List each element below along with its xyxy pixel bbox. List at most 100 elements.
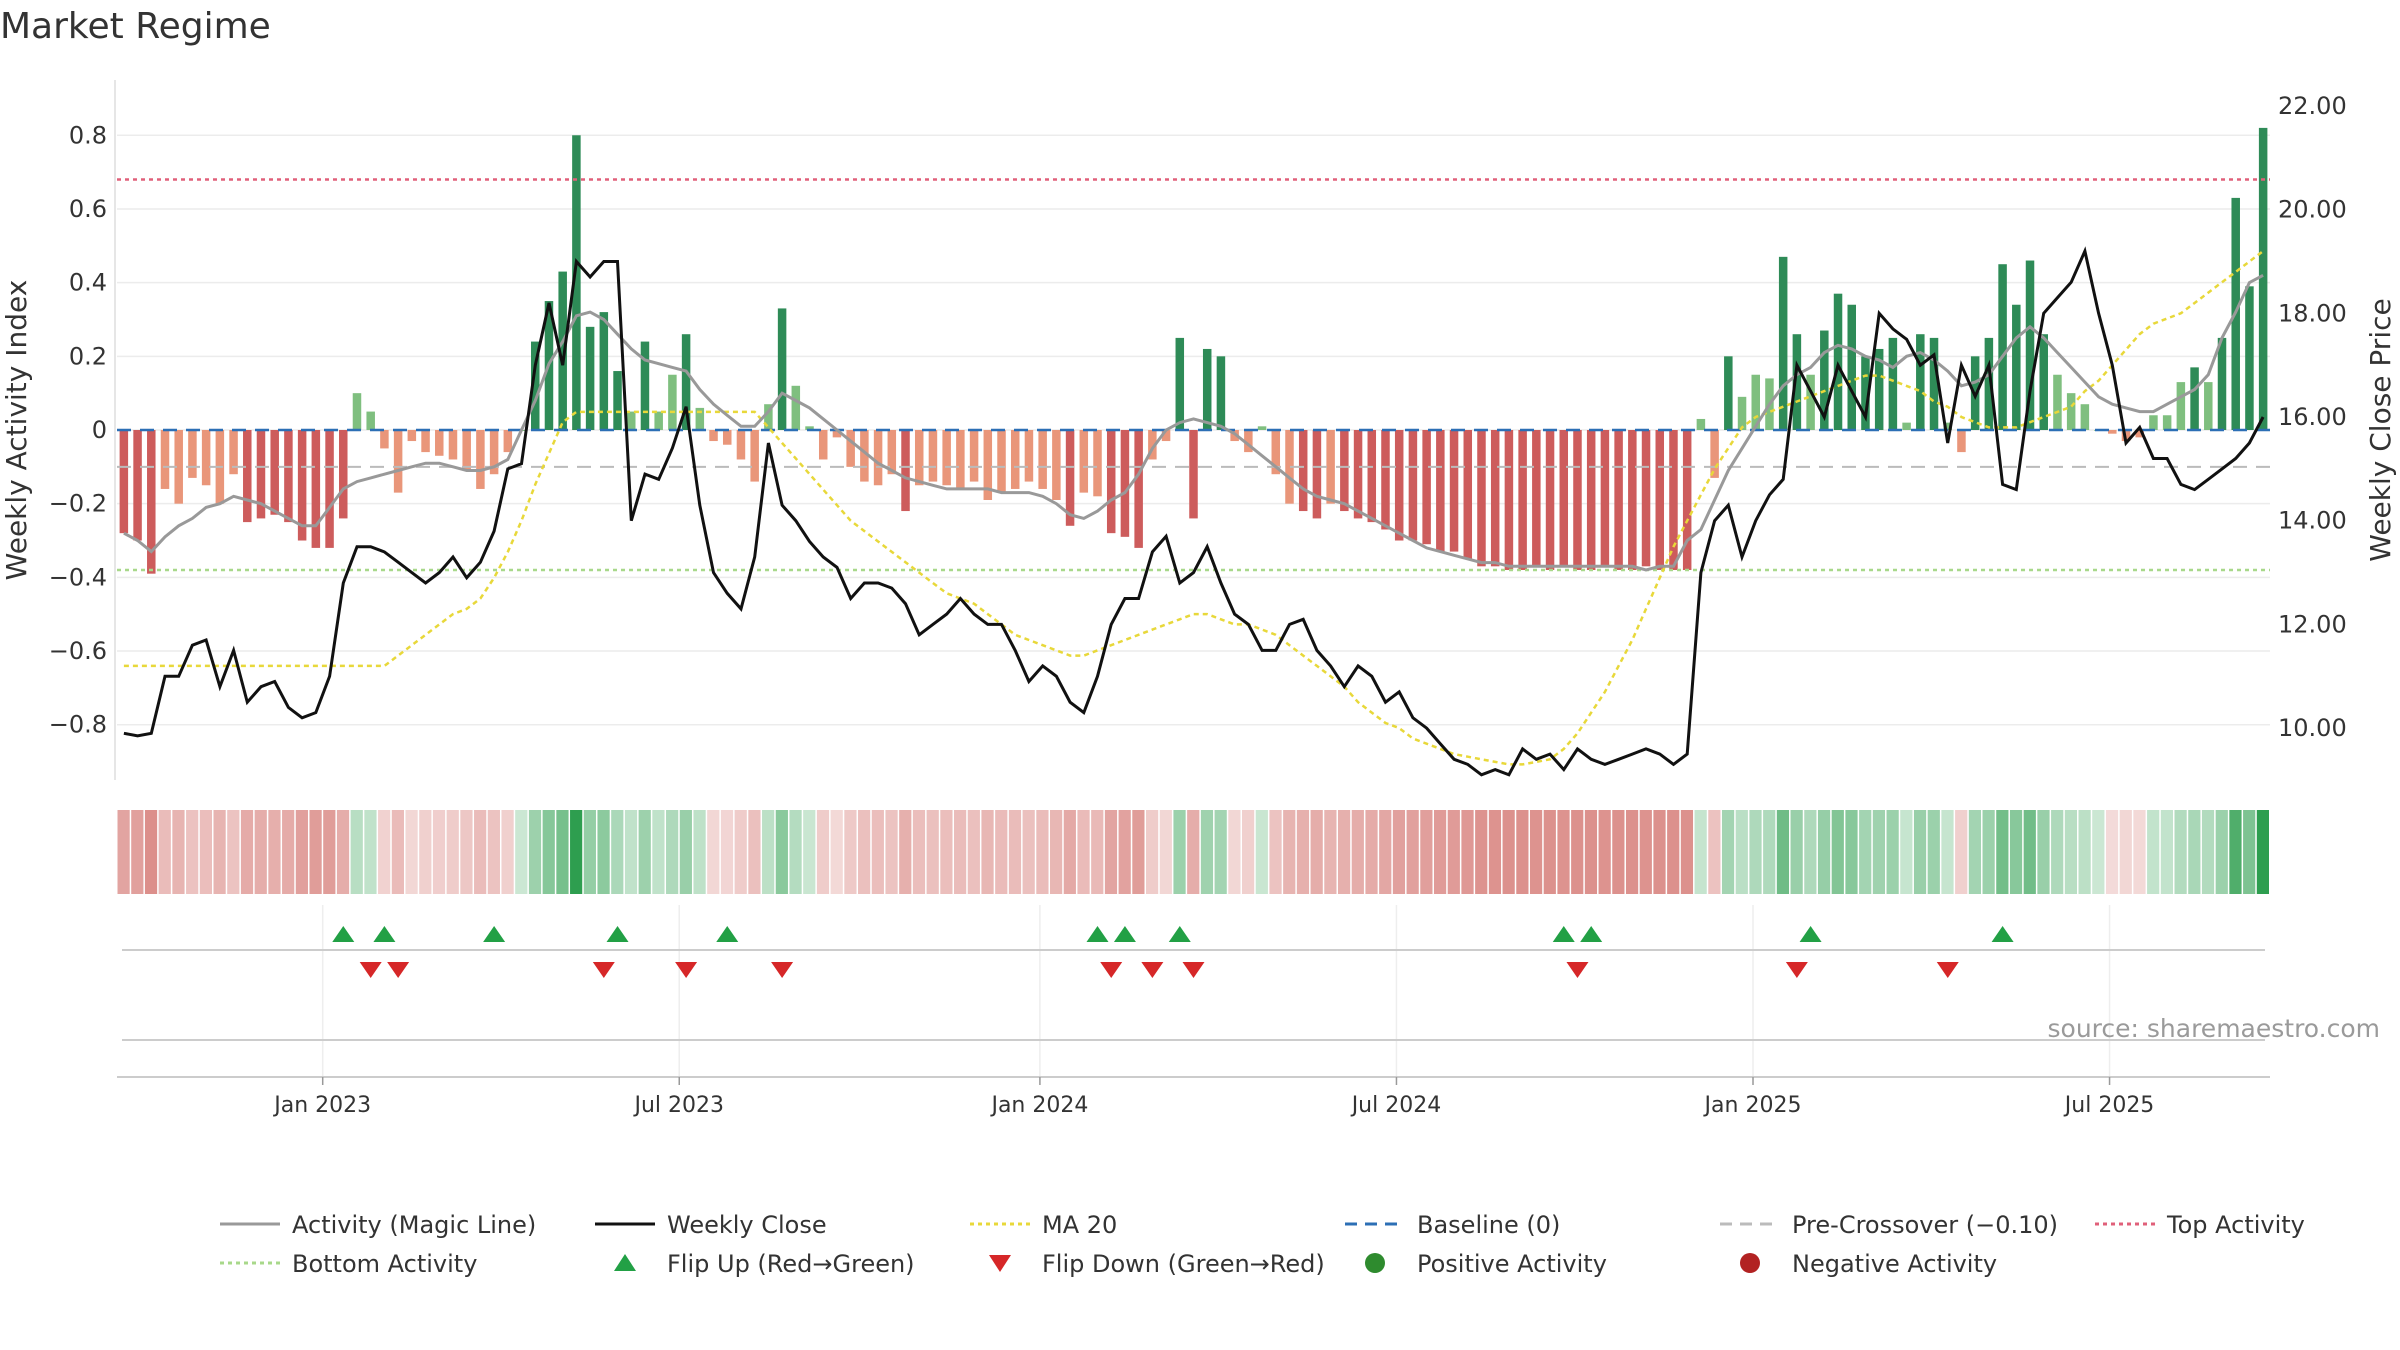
activity-bar — [462, 430, 471, 471]
activity-bar — [2108, 430, 2117, 434]
heat-cell — [2023, 810, 2036, 894]
activity-bar — [476, 430, 485, 489]
activity-bar — [846, 430, 855, 467]
heat-cell — [336, 810, 350, 894]
heat-cell — [1831, 810, 1844, 894]
activity-bar — [654, 411, 663, 430]
heat-cell — [2119, 810, 2132, 894]
heat-cell — [460, 810, 473, 894]
x-tick-label: Jan 2023 — [272, 1093, 371, 1118]
x-tick-label: Jul 2024 — [1350, 1093, 1442, 1118]
activity-bar — [201, 430, 211, 486]
activity-bar — [243, 430, 252, 523]
flip-down-markers — [359, 962, 1959, 978]
heat-cell — [1241, 810, 1255, 894]
heat-cell — [131, 810, 144, 894]
activity-bar — [352, 393, 362, 430]
legend-label: MA 20 — [1042, 1211, 1117, 1239]
legend: Activity (Magic Line) Weekly Close MA 20 Ba… — [220, 1211, 2305, 1278]
heat-cell — [1968, 810, 1982, 894]
heat-cell — [1653, 810, 1666, 894]
activity-bar — [188, 430, 197, 478]
activity-bar — [1394, 430, 1404, 541]
x-axis-ticks: Jan 2023 Jul 2023 Jan 2024 Jul 2024 Jan 2025… — [272, 1077, 2154, 1118]
activity-bar — [818, 430, 828, 460]
legend-swatch — [1365, 1253, 1385, 1273]
activity-bar — [1559, 430, 1569, 567]
heat-cell — [1941, 810, 1954, 894]
heat-cell — [1955, 810, 1968, 894]
activity-bar — [983, 430, 993, 500]
legend-swatch — [1740, 1253, 1760, 1273]
flip-down-marker — [592, 962, 615, 978]
legend-label: Positive Activity — [1417, 1250, 1607, 1278]
heat-cell — [2256, 810, 2269, 894]
heat-cell — [2092, 810, 2105, 894]
activity-bar — [1312, 430, 1322, 519]
heat-cell — [789, 810, 802, 894]
heat-cell — [926, 810, 939, 894]
activity-bar — [448, 430, 458, 460]
heat-cell — [1351, 810, 1364, 894]
activity-bar — [229, 430, 238, 475]
heat-cell — [405, 810, 418, 894]
heat-cell — [501, 810, 514, 894]
activity-bar — [366, 411, 375, 430]
month-gridlines — [321, 905, 2111, 1080]
activity-bar — [119, 430, 129, 534]
activity-bar — [256, 430, 266, 519]
activity-bar — [1189, 430, 1198, 519]
activity-bar — [1106, 430, 1116, 534]
heat-cell — [1502, 810, 1515, 894]
heat-cell — [2133, 810, 2146, 894]
heat-cell — [748, 810, 761, 894]
heat-cell — [734, 810, 747, 894]
heat-cell — [186, 810, 199, 894]
heat-cell — [1488, 810, 1502, 894]
heat-cell — [1886, 810, 1899, 894]
heat-cell — [1447, 810, 1460, 894]
right-tick-label: 12.00 — [2278, 610, 2347, 638]
activity-bar — [1367, 430, 1377, 523]
heat-cell — [2105, 810, 2119, 894]
heat-cell — [117, 810, 130, 894]
heat-cell — [816, 810, 830, 894]
activity-bar — [709, 430, 718, 442]
flip-up-marker — [1580, 926, 1603, 942]
right-tick-label: 18.00 — [2278, 299, 2347, 327]
x-tick-label: Jul 2025 — [2063, 1093, 2155, 1118]
heat-cell — [1406, 810, 1419, 894]
left-axis-ticks: 0.8 0.6 0.4 0.2 0 −0.2 −0.4 −0.6 −0.8 — [49, 121, 107, 738]
activity-bar — [270, 430, 279, 515]
heat-cell — [1913, 810, 1927, 894]
activity-bar — [1984, 337, 1994, 430]
activity-bar — [736, 430, 746, 460]
heat-cell — [1283, 810, 1296, 894]
heat-cell — [227, 810, 240, 894]
flip-up-marker — [373, 926, 396, 942]
heat-cell — [1516, 810, 1529, 894]
heat-cell — [1900, 810, 1913, 894]
heat-cell — [1173, 810, 1186, 894]
heat-cell — [1008, 810, 1022, 894]
activity-bar — [1148, 430, 1157, 460]
heat-cell — [2064, 810, 2078, 894]
left-tick-label: 0.2 — [69, 342, 107, 370]
heat-cell — [1982, 810, 1995, 894]
heat-cell — [940, 810, 953, 894]
activity-bar — [407, 430, 417, 442]
activity-bar — [1175, 337, 1185, 430]
flip-up-marker — [483, 926, 506, 942]
activity-bar — [1888, 337, 1898, 430]
activity-bar — [1628, 430, 1637, 570]
heat-cell — [1708, 810, 1721, 894]
heat-cell — [1598, 810, 1611, 894]
activity-bar — [1436, 430, 1445, 552]
heat-cell — [899, 810, 912, 894]
activity-bar — [791, 385, 801, 430]
activity-bar — [832, 430, 842, 438]
activity-bar — [435, 430, 444, 456]
flip-up-marker — [1086, 926, 1109, 942]
heat-cell — [1584, 810, 1598, 894]
heat-cell — [871, 810, 884, 894]
